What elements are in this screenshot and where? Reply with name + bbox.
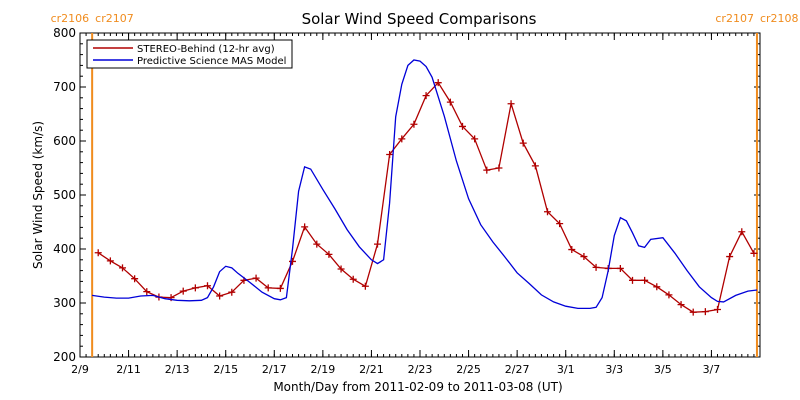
x-tick-label: 2/15 [213,363,238,376]
data-point [191,284,199,292]
data-point [568,246,576,254]
data-point [228,288,236,296]
plot-area: 200 300 400 500 600 700 800 2/9 2/11 2/13 2/15 2/17… [51,12,799,376]
data-point [495,164,503,172]
x-tick-label: 3/3 [605,363,623,376]
y-tick-label: 800 [53,26,76,40]
data-point [325,250,333,258]
data-point [119,264,126,272]
y-tick-label: 400 [53,242,76,256]
data-point [483,166,491,174]
data-point [204,282,211,290]
data-point [398,135,406,143]
data-point [179,287,187,295]
data-point [616,264,624,272]
data-point [313,240,321,248]
x-tick-label: 3/5 [654,363,672,376]
y-tick-label: 700 [53,80,76,94]
data-point [556,220,564,228]
legend-label-2: Predictive Science MAS Model [137,56,286,67]
carrington-label-left: cr2106 [51,12,90,25]
legend-box [86,39,293,69]
data-point [94,249,102,257]
x-tick-label: 2/25 [456,363,481,376]
x-tick-label: 2/21 [359,363,384,376]
data-point [361,282,369,290]
data-point [289,257,296,265]
data-point [726,253,734,261]
data-point [531,162,539,170]
data-point [592,263,600,271]
data-point [641,276,649,284]
data-point [714,305,721,313]
series-line-1 [97,81,755,313]
x-tick-label: 3/7 [703,363,721,376]
data-point [677,301,685,309]
series-line-2 [92,59,758,310]
carrington-label-right: cr2107 [95,12,134,25]
data-point [252,274,260,282]
data-point [580,253,588,261]
data-point [374,240,381,248]
data-point [471,135,479,143]
data-point [264,284,272,292]
data-point [507,100,515,108]
data-point [738,228,746,236]
data-point [665,291,673,299]
data-point [386,151,394,158]
data-point [422,92,430,100]
x-tick-label: 2/13 [165,363,190,376]
plot-frame [79,32,761,358]
y-tick-label: 200 [53,350,76,364]
x-tick-label: 2/27 [505,363,530,376]
carrington-label-left: cr2107 [715,12,754,25]
data-point [629,276,636,284]
data-point [337,265,345,273]
y-axis-label: Solar Wind Speed (km/s) [31,121,45,269]
data-point [519,139,527,147]
x-tick-label: 2/9 [71,363,89,376]
x-axis-label: Month/Day from 2011-02-09 to 2011-03-08 … [273,380,562,394]
x-tick-label: 2/11 [116,363,141,376]
data-point [544,208,551,216]
data-point [216,292,224,300]
data-point [701,308,709,316]
x-tick-label: 2/19 [311,363,336,376]
data-point [750,249,758,257]
data-point [131,275,139,283]
y-tick-label: 500 [53,188,76,202]
data-point [653,283,661,291]
data-point [301,223,309,231]
y-tick-label: 300 [53,296,76,310]
chart-title: Solar Wind Speed Comparisons [302,10,537,28]
legend: STEREO-Behind (12-hr avg)Predictive Scie… [86,39,293,69]
data-point [434,79,442,87]
data-point [106,257,114,265]
legend-label-1: STEREO-Behind (12-hr avg) [137,44,275,55]
data-point [446,98,454,106]
data-point [276,284,284,292]
data-point [410,120,418,128]
x-tick-label: 3/1 [557,363,575,376]
data-point [689,308,697,316]
y-tick-label: 600 [53,134,76,148]
x-tick-label: 2/17 [262,363,287,376]
data-point [459,122,466,130]
data-point [349,275,357,283]
x-tick-label: 2/23 [408,363,433,376]
data-point [143,288,151,296]
carrington-label-right: cr2108 [760,12,799,25]
